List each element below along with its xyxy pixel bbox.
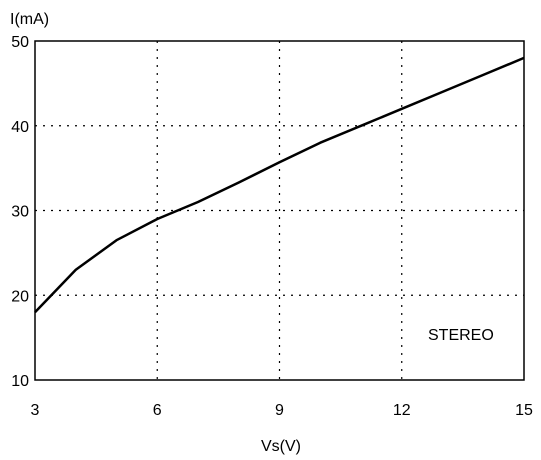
y-tick-label: 20: [11, 288, 29, 305]
x-tick-label: 6: [153, 402, 162, 419]
y-tick-label: 40: [11, 119, 29, 136]
y-tick-label: 10: [11, 373, 29, 390]
series-layer: [34, 56, 525, 314]
tick-labels: 3 6 9 12 15 10 20 30 40 50: [11, 34, 533, 419]
y-tick-label: 50: [11, 34, 29, 51]
y-tick-label: 30: [11, 204, 29, 221]
x-tick-label: 12: [393, 402, 411, 419]
series-line: [34, 56, 525, 314]
y-axis-label: I(mA): [10, 11, 49, 28]
grid-lines: [35, 41, 524, 380]
x-axis-label: Vs(V): [261, 438, 301, 455]
x-tick-label: 9: [275, 402, 284, 419]
x-tick-label: 3: [31, 402, 40, 419]
stereo-annotation: STEREO: [428, 327, 494, 344]
plot-area-frame: [34, 40, 525, 381]
x-tick-label: 15: [515, 402, 533, 419]
